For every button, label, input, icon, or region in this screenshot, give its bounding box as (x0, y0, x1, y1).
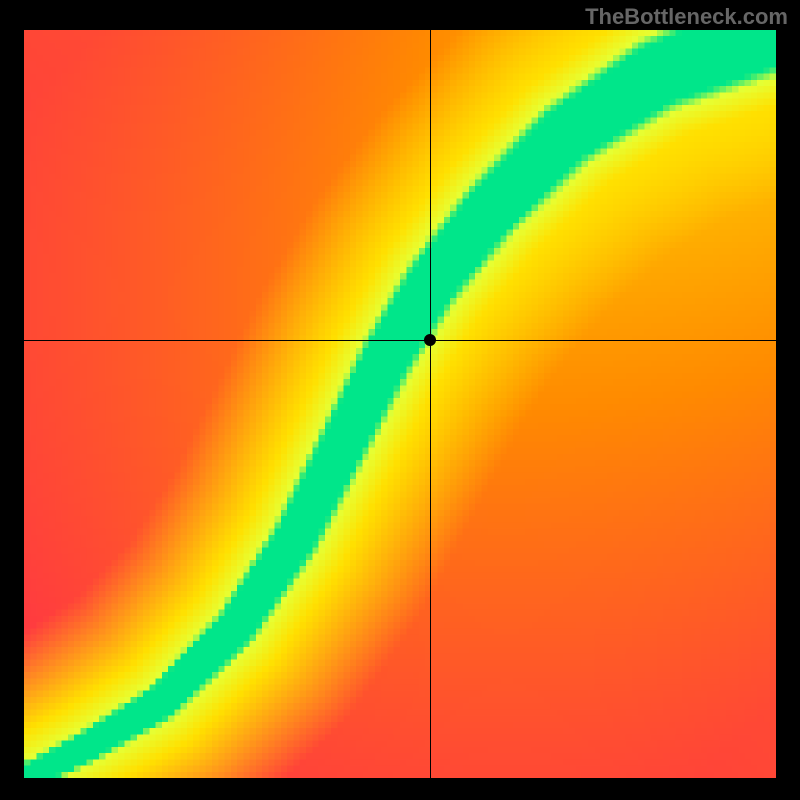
crosshair-marker (424, 334, 436, 346)
heatmap-canvas (24, 30, 776, 778)
crosshair-horizontal (24, 340, 776, 341)
plot-area (24, 30, 776, 778)
watermark-text: TheBottleneck.com (585, 4, 788, 30)
crosshair-vertical (430, 30, 431, 778)
chart-container: TheBottleneck.com (0, 0, 800, 800)
